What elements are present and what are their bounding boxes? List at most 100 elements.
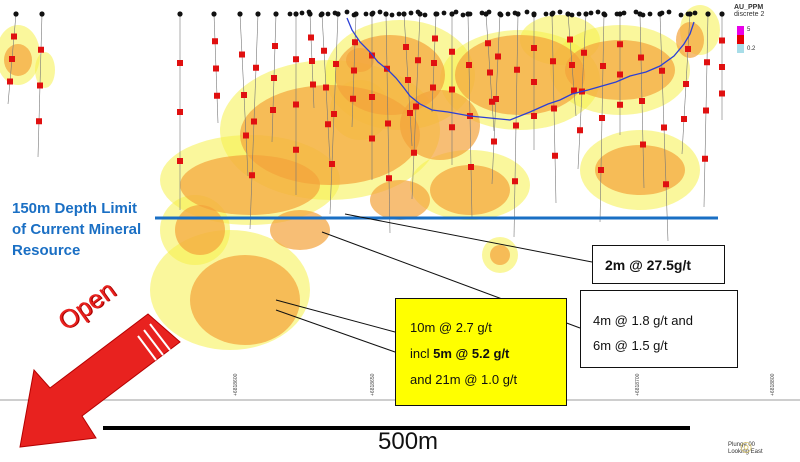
legend-swatch-mid — [737, 35, 744, 44]
intercept-marker — [551, 105, 557, 112]
intercept-marker — [514, 66, 520, 73]
intercept-marker — [325, 121, 331, 128]
scale-bar-label: 500m — [378, 428, 439, 455]
intercept-marker — [599, 115, 605, 121]
intercept-marker — [321, 47, 327, 54]
drillhole-collar — [344, 9, 350, 15]
drillhole-collar — [659, 10, 665, 16]
intercept-marker — [369, 94, 375, 100]
intercept-marker — [310, 81, 316, 88]
intercept-marker — [407, 110, 413, 116]
legend-min-label: 0.2 — [747, 46, 756, 52]
intercept-marker — [415, 57, 421, 64]
intercept-marker — [617, 101, 623, 108]
drillhole-collar — [647, 11, 653, 17]
intercept-c-incl: incl — [410, 346, 434, 361]
intercept-marker — [617, 41, 623, 48]
intercept-marker — [493, 96, 499, 102]
drillhole-collar — [588, 10, 594, 16]
intercept-marker — [177, 158, 183, 164]
drillhole-collar — [531, 12, 537, 18]
intercept-marker — [36, 118, 42, 125]
intercept-marker — [243, 132, 249, 139]
intercept-marker — [512, 178, 518, 185]
depth-limit-line1: 150m Depth Limit — [12, 200, 138, 217]
intercept-c-bold: 5m @ 5.2 g/t — [433, 346, 510, 361]
intercept-marker — [432, 35, 438, 42]
pit-outline — [346, 17, 695, 121]
intercept-marker — [241, 92, 247, 98]
shell-core — [346, 48, 374, 72]
intercept-marker — [333, 61, 339, 67]
intercept-marker — [11, 33, 17, 40]
intercept-marker — [7, 78, 13, 85]
shell-core — [190, 255, 300, 345]
drillhole-collar — [467, 11, 473, 17]
northing-label-4: +6818800 — [770, 373, 776, 396]
intercept-marker — [571, 87, 577, 94]
callout-intercept-b: 4m @ 1.8 g/t and 6m @ 1.5 g/t — [580, 290, 738, 368]
drillhole-collar — [595, 9, 601, 15]
drillhole-collar — [325, 11, 331, 17]
intercept-c-line2: incl 5m @ 5.2 g/t — [410, 341, 566, 367]
intercept-marker — [293, 56, 299, 63]
intercept-marker — [577, 127, 583, 134]
view-direction: Looking East — [728, 449, 763, 455]
intercept-marker — [293, 101, 299, 108]
intercept-marker — [491, 138, 497, 145]
shell-core — [595, 145, 685, 195]
intercept-marker — [640, 141, 646, 148]
drillhole-collar — [524, 9, 530, 15]
drillhole-collar — [602, 12, 608, 18]
drillhole-collar — [486, 9, 492, 15]
shell-core — [175, 205, 225, 255]
drillhole-collar — [557, 9, 563, 15]
view-orientation: Plunge 00 Looking East — [728, 442, 763, 456]
drillhole-collar — [370, 10, 376, 16]
intercept-marker — [212, 38, 218, 45]
drillhole-collar — [287, 11, 293, 17]
shell-core — [270, 210, 330, 250]
drillhole-collar — [666, 9, 672, 15]
drillhole-collar — [211, 11, 217, 17]
intercept-marker — [487, 69, 493, 76]
drillhole-collar — [621, 10, 627, 16]
intercept-marker — [449, 48, 455, 55]
shell-core — [400, 90, 480, 160]
intercept-marker — [449, 124, 455, 131]
drillhole-collar — [237, 11, 243, 17]
drillhole-collar — [401, 11, 407, 17]
intercept-marker — [329, 161, 335, 167]
intercept-marker — [351, 67, 357, 74]
drillhole-collar — [460, 12, 466, 18]
drillhole-collar — [351, 12, 357, 18]
intercept-marker — [403, 44, 409, 50]
drillhole-collar — [576, 11, 582, 17]
intercept-marker — [431, 60, 437, 66]
intercept-marker — [251, 118, 257, 125]
drillhole-collar — [332, 10, 338, 16]
intercept-marker — [331, 111, 337, 117]
northing-label-3: +6818700 — [635, 373, 641, 396]
depth-limit-line3: Resource — [12, 242, 81, 259]
intercept-marker — [468, 164, 474, 170]
drillhole-collar — [692, 10, 698, 16]
intercept-marker — [704, 59, 710, 66]
intercept-marker — [663, 181, 669, 188]
drillhole-collar — [543, 11, 549, 17]
drillhole-collar — [389, 12, 395, 18]
intercept-marker — [293, 146, 299, 153]
intercept-marker — [309, 58, 315, 64]
intercept-marker — [552, 152, 558, 159]
intercept-marker — [239, 51, 245, 58]
drillhole-collar — [512, 10, 518, 16]
legend-max-label: 5 — [747, 27, 751, 33]
intercept-marker — [569, 62, 575, 68]
drillhole-collar — [396, 11, 402, 17]
depth-limit-label: 150m Depth Limit of Current Mineral Reso… — [12, 198, 141, 261]
drillhole-collar — [434, 11, 440, 17]
shell-core — [490, 245, 510, 265]
intercept-b-line2: 6m @ 1.5 g/t — [593, 338, 668, 353]
drillhole-collar — [422, 12, 428, 18]
